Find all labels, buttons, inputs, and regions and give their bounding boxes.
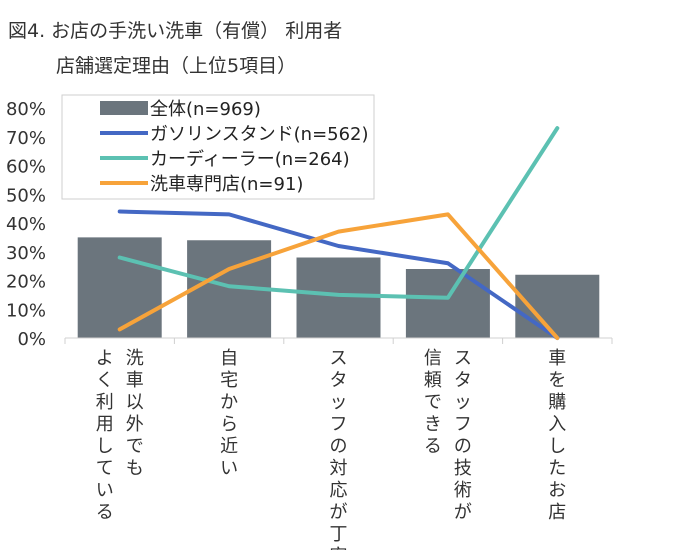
legend: 全体(n=969) ガソリンスタンド(n=562) カーディーラー(n=264) 洗車… (61, 94, 375, 200)
legend-entry-label: ガソリンスタンド(n=562) (150, 124, 369, 145)
category-label: スタッフの対応が丁寧 (330, 348, 348, 550)
bar (77, 237, 162, 338)
y-tick-label: 0% (17, 329, 46, 350)
category-label: 自宅から近い (220, 348, 238, 479)
chart-title-line-2: 店舗選定理由（上位5項目） (56, 55, 297, 77)
y-tick-label: 50% (6, 185, 46, 206)
category-label: 車を購入したお店 (548, 348, 566, 523)
series-lines (117, 126, 560, 340)
category-label: スタッフの技術が (454, 348, 472, 523)
bar (405, 269, 490, 338)
y-tick-label: 10% (6, 300, 46, 321)
series-line-1 (117, 209, 560, 340)
y-tick-label: 60% (6, 157, 46, 178)
series-line-2 (117, 126, 560, 300)
legend-entry-label: 洗車専門店(n=91) (150, 174, 303, 195)
legend-swatch-bar (100, 101, 148, 115)
y-tick-label: 30% (6, 243, 46, 264)
category-label: 信頼できる (424, 348, 442, 457)
series-line-3 (117, 212, 560, 340)
y-tick-label: 80% (6, 99, 46, 120)
y-tick-label: 70% (6, 128, 46, 149)
y-tick-label: 40% (6, 214, 46, 235)
legend-entry-label: 全体(n=969) (150, 99, 261, 120)
bar (296, 257, 381, 338)
legend-entry-label: カーディーラー(n=264) (150, 149, 350, 170)
category-label: 洗車以外でも (126, 348, 144, 479)
category-label: よく利用している (96, 348, 114, 523)
y-tick-label: 20% (6, 272, 46, 293)
bars (77, 237, 600, 338)
y-axis-ticks: 0% 10% 20% 30% 40% 50% 60% 70% 80% (6, 99, 46, 350)
x-axis-tick-marks (64, 338, 613, 344)
chart-title-line-1: 図4. お店の手洗い洗車（有償） 利用者 (8, 20, 343, 42)
